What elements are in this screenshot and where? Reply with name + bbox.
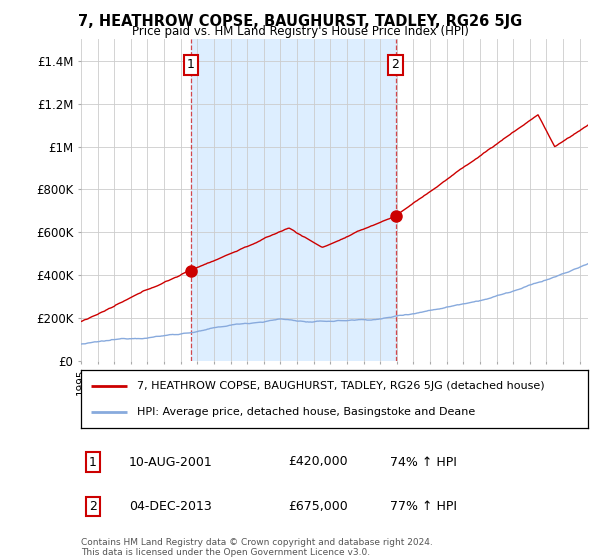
Text: £675,000: £675,000 [288, 500, 348, 514]
Text: Contains HM Land Registry data © Crown copyright and database right 2024.
This d: Contains HM Land Registry data © Crown c… [81, 538, 433, 557]
Text: 77% ↑ HPI: 77% ↑ HPI [390, 500, 457, 514]
Text: 1: 1 [89, 455, 97, 469]
Text: 7, HEATHROW COPSE, BAUGHURST, TADLEY, RG26 5JG: 7, HEATHROW COPSE, BAUGHURST, TADLEY, RG… [78, 14, 522, 29]
Text: 2: 2 [89, 500, 97, 514]
Text: 1: 1 [187, 58, 194, 72]
Text: 04-DEC-2013: 04-DEC-2013 [129, 500, 212, 514]
Text: 10-AUG-2001: 10-AUG-2001 [129, 455, 213, 469]
Text: £420,000: £420,000 [288, 455, 347, 469]
Text: Price paid vs. HM Land Registry's House Price Index (HPI): Price paid vs. HM Land Registry's House … [131, 25, 469, 38]
Text: 74% ↑ HPI: 74% ↑ HPI [390, 455, 457, 469]
Text: 2: 2 [392, 58, 400, 72]
Text: 7, HEATHROW COPSE, BAUGHURST, TADLEY, RG26 5JG (detached house): 7, HEATHROW COPSE, BAUGHURST, TADLEY, RG… [137, 381, 544, 391]
Text: HPI: Average price, detached house, Basingstoke and Deane: HPI: Average price, detached house, Basi… [137, 407, 475, 417]
Bar [191, 39, 395, 361]
